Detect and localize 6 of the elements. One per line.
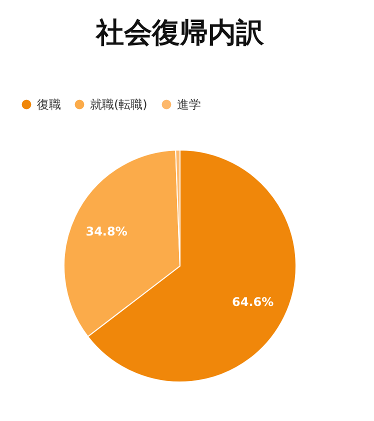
data-label: 64.6% <box>232 294 274 309</box>
data-label: 34.8% <box>86 224 128 238</box>
legend-label: 復職 <box>37 98 61 112</box>
legend-label: 進学 <box>177 98 201 112</box>
chart-title: 社会復帰内訳 <box>95 16 265 49</box>
legend-label: 就職(転職) <box>90 98 148 112</box>
